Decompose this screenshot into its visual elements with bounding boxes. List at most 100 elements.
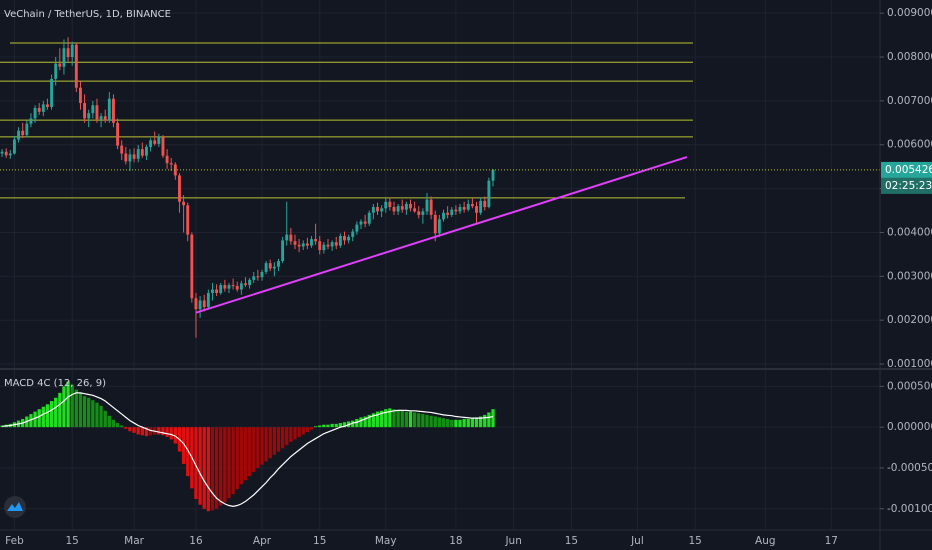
macd-bar — [66, 381, 70, 428]
candle-body — [355, 224, 359, 232]
macd-bar — [363, 416, 367, 428]
macd-bar — [355, 418, 359, 428]
candle-body — [211, 289, 214, 293]
macd-bar — [400, 410, 404, 428]
candle-body — [413, 208, 417, 212]
macd-bar — [437, 417, 442, 428]
candle-body — [145, 146, 148, 156]
candle-body — [21, 130, 25, 136]
candle-body — [289, 234, 293, 242]
macd-bar — [157, 427, 161, 435]
macd-bar — [235, 427, 239, 490]
x-tick-label: 15 — [313, 535, 326, 547]
macd-bar — [454, 419, 458, 428]
macd-bar — [371, 413, 376, 428]
macd-bar — [351, 420, 355, 428]
candle-body — [186, 205, 190, 235]
candle-body — [124, 153, 128, 162]
candle-body — [83, 103, 87, 119]
candle-body — [305, 243, 309, 246]
macd-bar — [140, 427, 144, 436]
macd-bar — [95, 402, 99, 428]
macd-bar — [173, 427, 177, 444]
macd-bar — [239, 427, 244, 485]
candle-body — [66, 48, 70, 58]
macd-bar — [223, 427, 227, 503]
x-tick-label: 17 — [825, 535, 838, 547]
candle-body — [182, 201, 186, 206]
macd-bar — [78, 392, 83, 428]
candle-body — [392, 207, 396, 212]
macd-bar — [198, 427, 202, 505]
macd-bar — [202, 427, 206, 509]
macd-bar — [470, 418, 475, 428]
macd-bar — [45, 404, 50, 428]
candle-body — [384, 201, 388, 209]
macd-bar — [458, 419, 462, 428]
macd-bar — [441, 418, 446, 428]
x-tick-label: Aug — [755, 535, 776, 547]
macd-bar — [165, 427, 169, 437]
candle-body — [466, 203, 470, 210]
macd-bar — [474, 417, 479, 428]
countdown-label: 02:25:23 — [885, 180, 932, 192]
logo[interactable] — [4, 496, 26, 518]
candle-body — [363, 221, 367, 224]
trendline — [195, 156, 688, 314]
candle-body — [194, 298, 198, 310]
candle-body — [450, 209, 454, 215]
macd-bar — [322, 424, 326, 428]
macd-bar — [491, 409, 495, 428]
candle-body — [318, 241, 322, 251]
x-tick-label: May — [375, 535, 397, 547]
macd-bar — [375, 411, 380, 428]
macd-bar — [318, 425, 322, 428]
candle-body — [50, 78, 54, 108]
x-tick-label: Mar — [124, 535, 144, 547]
candle-body — [272, 266, 276, 269]
candle-body — [437, 219, 441, 234]
candle-body — [380, 208, 384, 212]
candle-body — [62, 48, 66, 67]
candle-body — [202, 300, 206, 308]
macd-bar — [309, 427, 314, 430]
signal-line — [2, 392, 494, 507]
macd-bar — [272, 427, 277, 455]
macd-bar — [285, 427, 289, 446]
candle-body — [433, 214, 437, 234]
macd-bar — [231, 427, 235, 495]
macd-bar — [342, 422, 347, 428]
candle-body — [157, 136, 161, 144]
candle-body — [293, 241, 297, 245]
macd-bar — [268, 427, 272, 459]
candle-body — [388, 201, 392, 208]
macd-bar — [128, 427, 132, 432]
macd-bar — [404, 411, 409, 428]
logo-circle[interactable] — [4, 496, 26, 518]
candle-body — [231, 285, 235, 287]
candle-body — [264, 263, 268, 272]
macd-bar — [429, 415, 433, 428]
x-tick-label: 16 — [189, 535, 203, 547]
macd-bar — [124, 427, 128, 429]
candle-body — [70, 44, 74, 58]
macd-bar — [412, 412, 417, 428]
candle-body — [128, 154, 132, 162]
candle-body — [454, 209, 458, 212]
candle-body — [41, 104, 45, 112]
candle-body — [376, 207, 379, 212]
macd-title: MACD 4C (12, 26, 9) — [4, 378, 106, 389]
macd-bar — [305, 427, 310, 433]
candle-body — [99, 116, 103, 120]
macd-bar — [417, 413, 421, 428]
candle-body — [173, 164, 177, 176]
x-tick-label: 18 — [449, 535, 462, 547]
x-tick-label: Jun — [504, 535, 521, 547]
candle-body — [0, 151, 4, 154]
macd-bar — [115, 423, 120, 428]
